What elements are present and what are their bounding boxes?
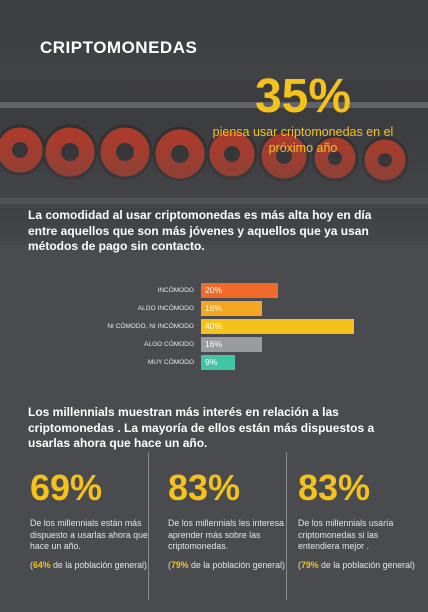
page-title: CRIPTOMONEDAS: [40, 38, 198, 57]
bar-value-label: 9%: [205, 357, 218, 367]
stat-description: De los millennials usaría criptomonedas …: [298, 518, 394, 551]
bar-value-label: 40%: [205, 321, 223, 331]
stat-value: 83%: [298, 467, 371, 508]
stat-description: De los millennials están más dispuesto a…: [30, 518, 148, 551]
stat-note-text: de la población general): [50, 559, 147, 570]
stat-note-value: 79%: [300, 559, 319, 570]
bar: 16%: [201, 337, 263, 352]
stat-note-text: de la población general): [188, 559, 285, 570]
bar: 16%: [201, 301, 263, 316]
stat-note-value: 79%: [170, 559, 189, 570]
bar-value-label: 20%: [205, 285, 223, 295]
stat-value: 83%: [168, 467, 241, 508]
stat-note: (79% de la población general): [298, 559, 415, 570]
bar-category-label: ALGO CÓMODO: [144, 341, 194, 348]
millennials-text: Los millennials muestran más interés en …: [28, 405, 375, 450]
stat-value: 69%: [30, 467, 103, 508]
hero-section: [0, 0, 428, 250]
bar: 40%: [201, 319, 354, 334]
stat-note-text: de la población general): [318, 559, 415, 570]
bar: 20%: [201, 283, 278, 298]
headline-stat-caption: piensa usar criptomonedas en el próximo …: [212, 125, 394, 155]
stat-column-1: 69% De los millennials están más dispues…: [30, 468, 150, 571]
column-divider: [286, 452, 287, 600]
bar-category-label: NI CÓMODO, NI INCÓMODO: [107, 323, 194, 330]
bar-category-label: INCÓMODO: [157, 287, 194, 294]
headline-stat-value: 35%: [254, 70, 352, 123]
bar-value-label: 16%: [205, 303, 223, 313]
stat-column-3: 83% De los millennials usaría criptomone…: [298, 468, 418, 571]
stat-note-value: 64%: [32, 559, 51, 570]
stat-column-2: 83% De los millennials les interesa apre…: [168, 468, 288, 571]
stat-description: De los millennials les interesa aprender…: [168, 518, 284, 551]
column-divider: [148, 452, 149, 600]
intro-text: La comodidad al usar criptomonedas es má…: [28, 208, 372, 253]
bar-value-label: 16%: [205, 339, 223, 349]
bar-category-label: MUY CÓMODO: [147, 359, 194, 366]
stat-note: (64% de la población general): [30, 559, 147, 570]
bar-category-label: ALGO INCÓMODO: [137, 305, 194, 312]
stat-note: (79% de la población general): [168, 559, 285, 570]
bar: 9%: [201, 355, 236, 370]
